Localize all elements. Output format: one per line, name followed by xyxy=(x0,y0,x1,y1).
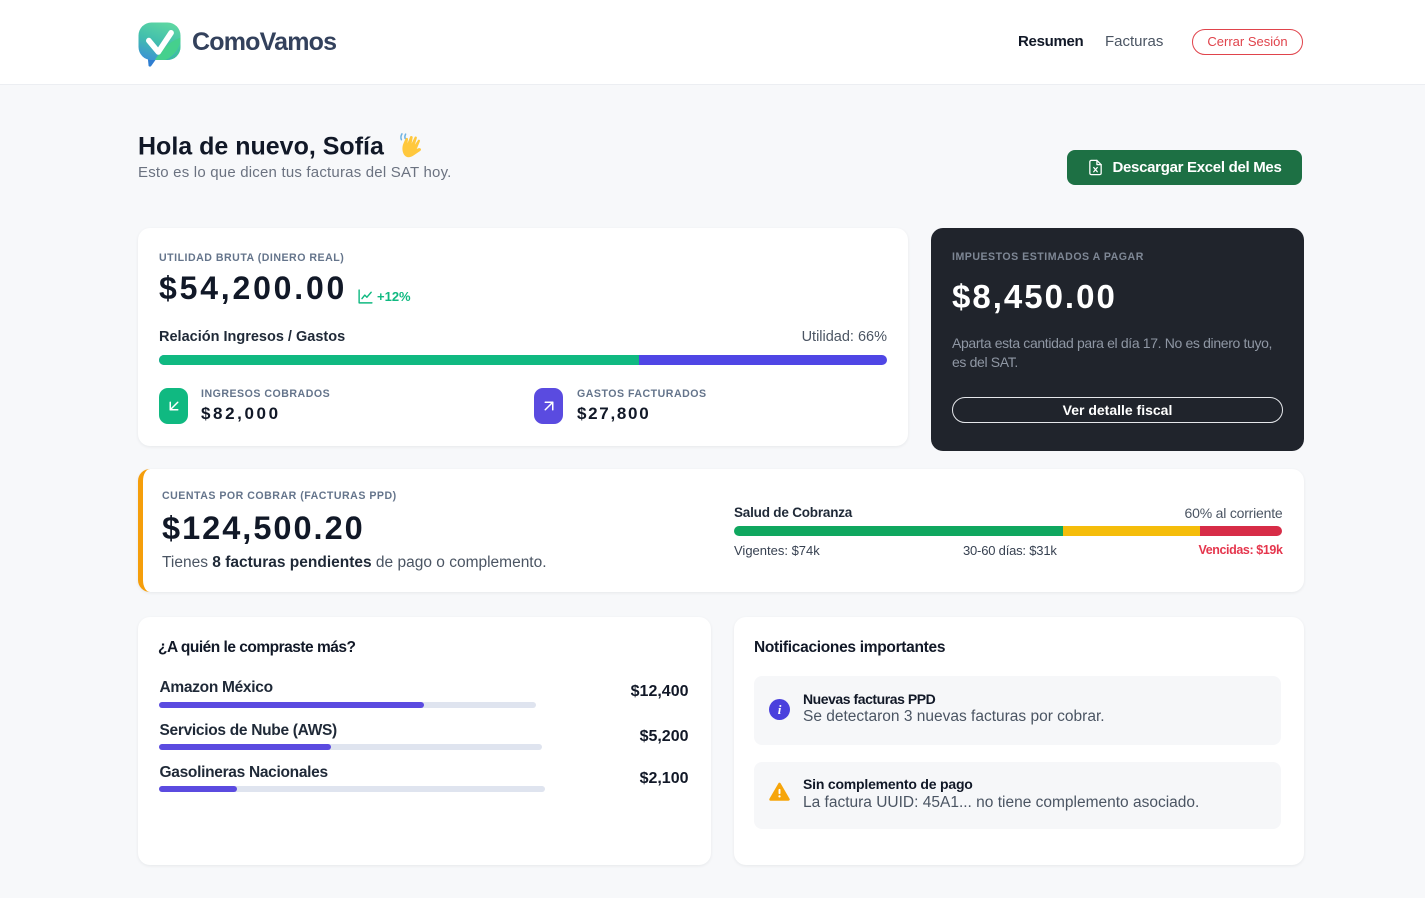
svg-text:i: i xyxy=(778,702,782,717)
